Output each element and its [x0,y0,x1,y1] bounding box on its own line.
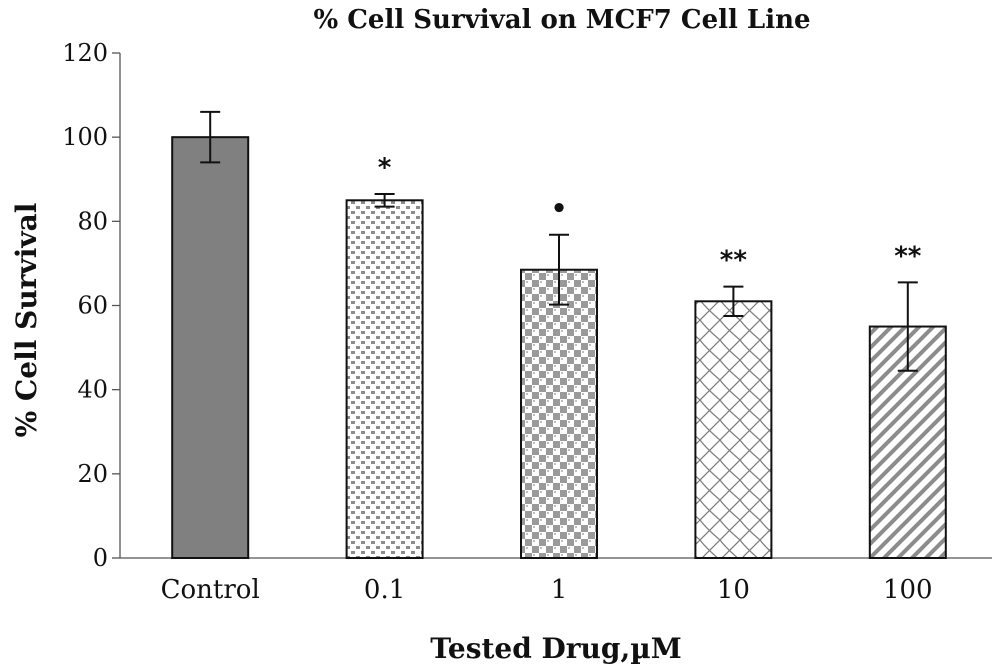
y-tick-label: 40 [77,376,108,404]
significance-mark: • [551,194,568,224]
x-category-label: 0.1 [364,575,405,605]
error-bars [200,110,918,372]
significance-mark: ** [720,246,748,276]
y-axis: 0 20 40 60 80 100 120 [62,39,121,572]
y-tick-label: 0 [93,544,108,572]
x-category-label: 1 [551,575,568,605]
y-axis-title: % Cell Survival [10,203,43,438]
y-tick-label: 120 [62,39,108,67]
chart-title: % Cell Survival on MCF7 Cell Line [313,5,810,35]
significance-mark: ** [894,241,922,271]
significance-marks: * • ** ** [378,153,922,276]
bars [171,136,947,560]
y-tick-label: 60 [77,292,108,320]
bar-1 [520,268,598,559]
x-category-label: 10 [717,575,750,605]
bar-control [171,136,250,560]
y-tick-label: 20 [77,460,108,488]
significance-mark: * [378,153,392,183]
x-category-label: Control [161,575,260,605]
x-category-labels: Control 0.1 1 10 100 [161,575,933,605]
x-category-label: 100 [883,575,933,605]
bar-0-1 [345,199,424,560]
y-tick-label: 80 [77,207,108,235]
y-tick-label: 100 [62,123,108,151]
x-axis-title: Tested Drug,µM [430,632,681,665]
bar-10 [694,300,773,559]
